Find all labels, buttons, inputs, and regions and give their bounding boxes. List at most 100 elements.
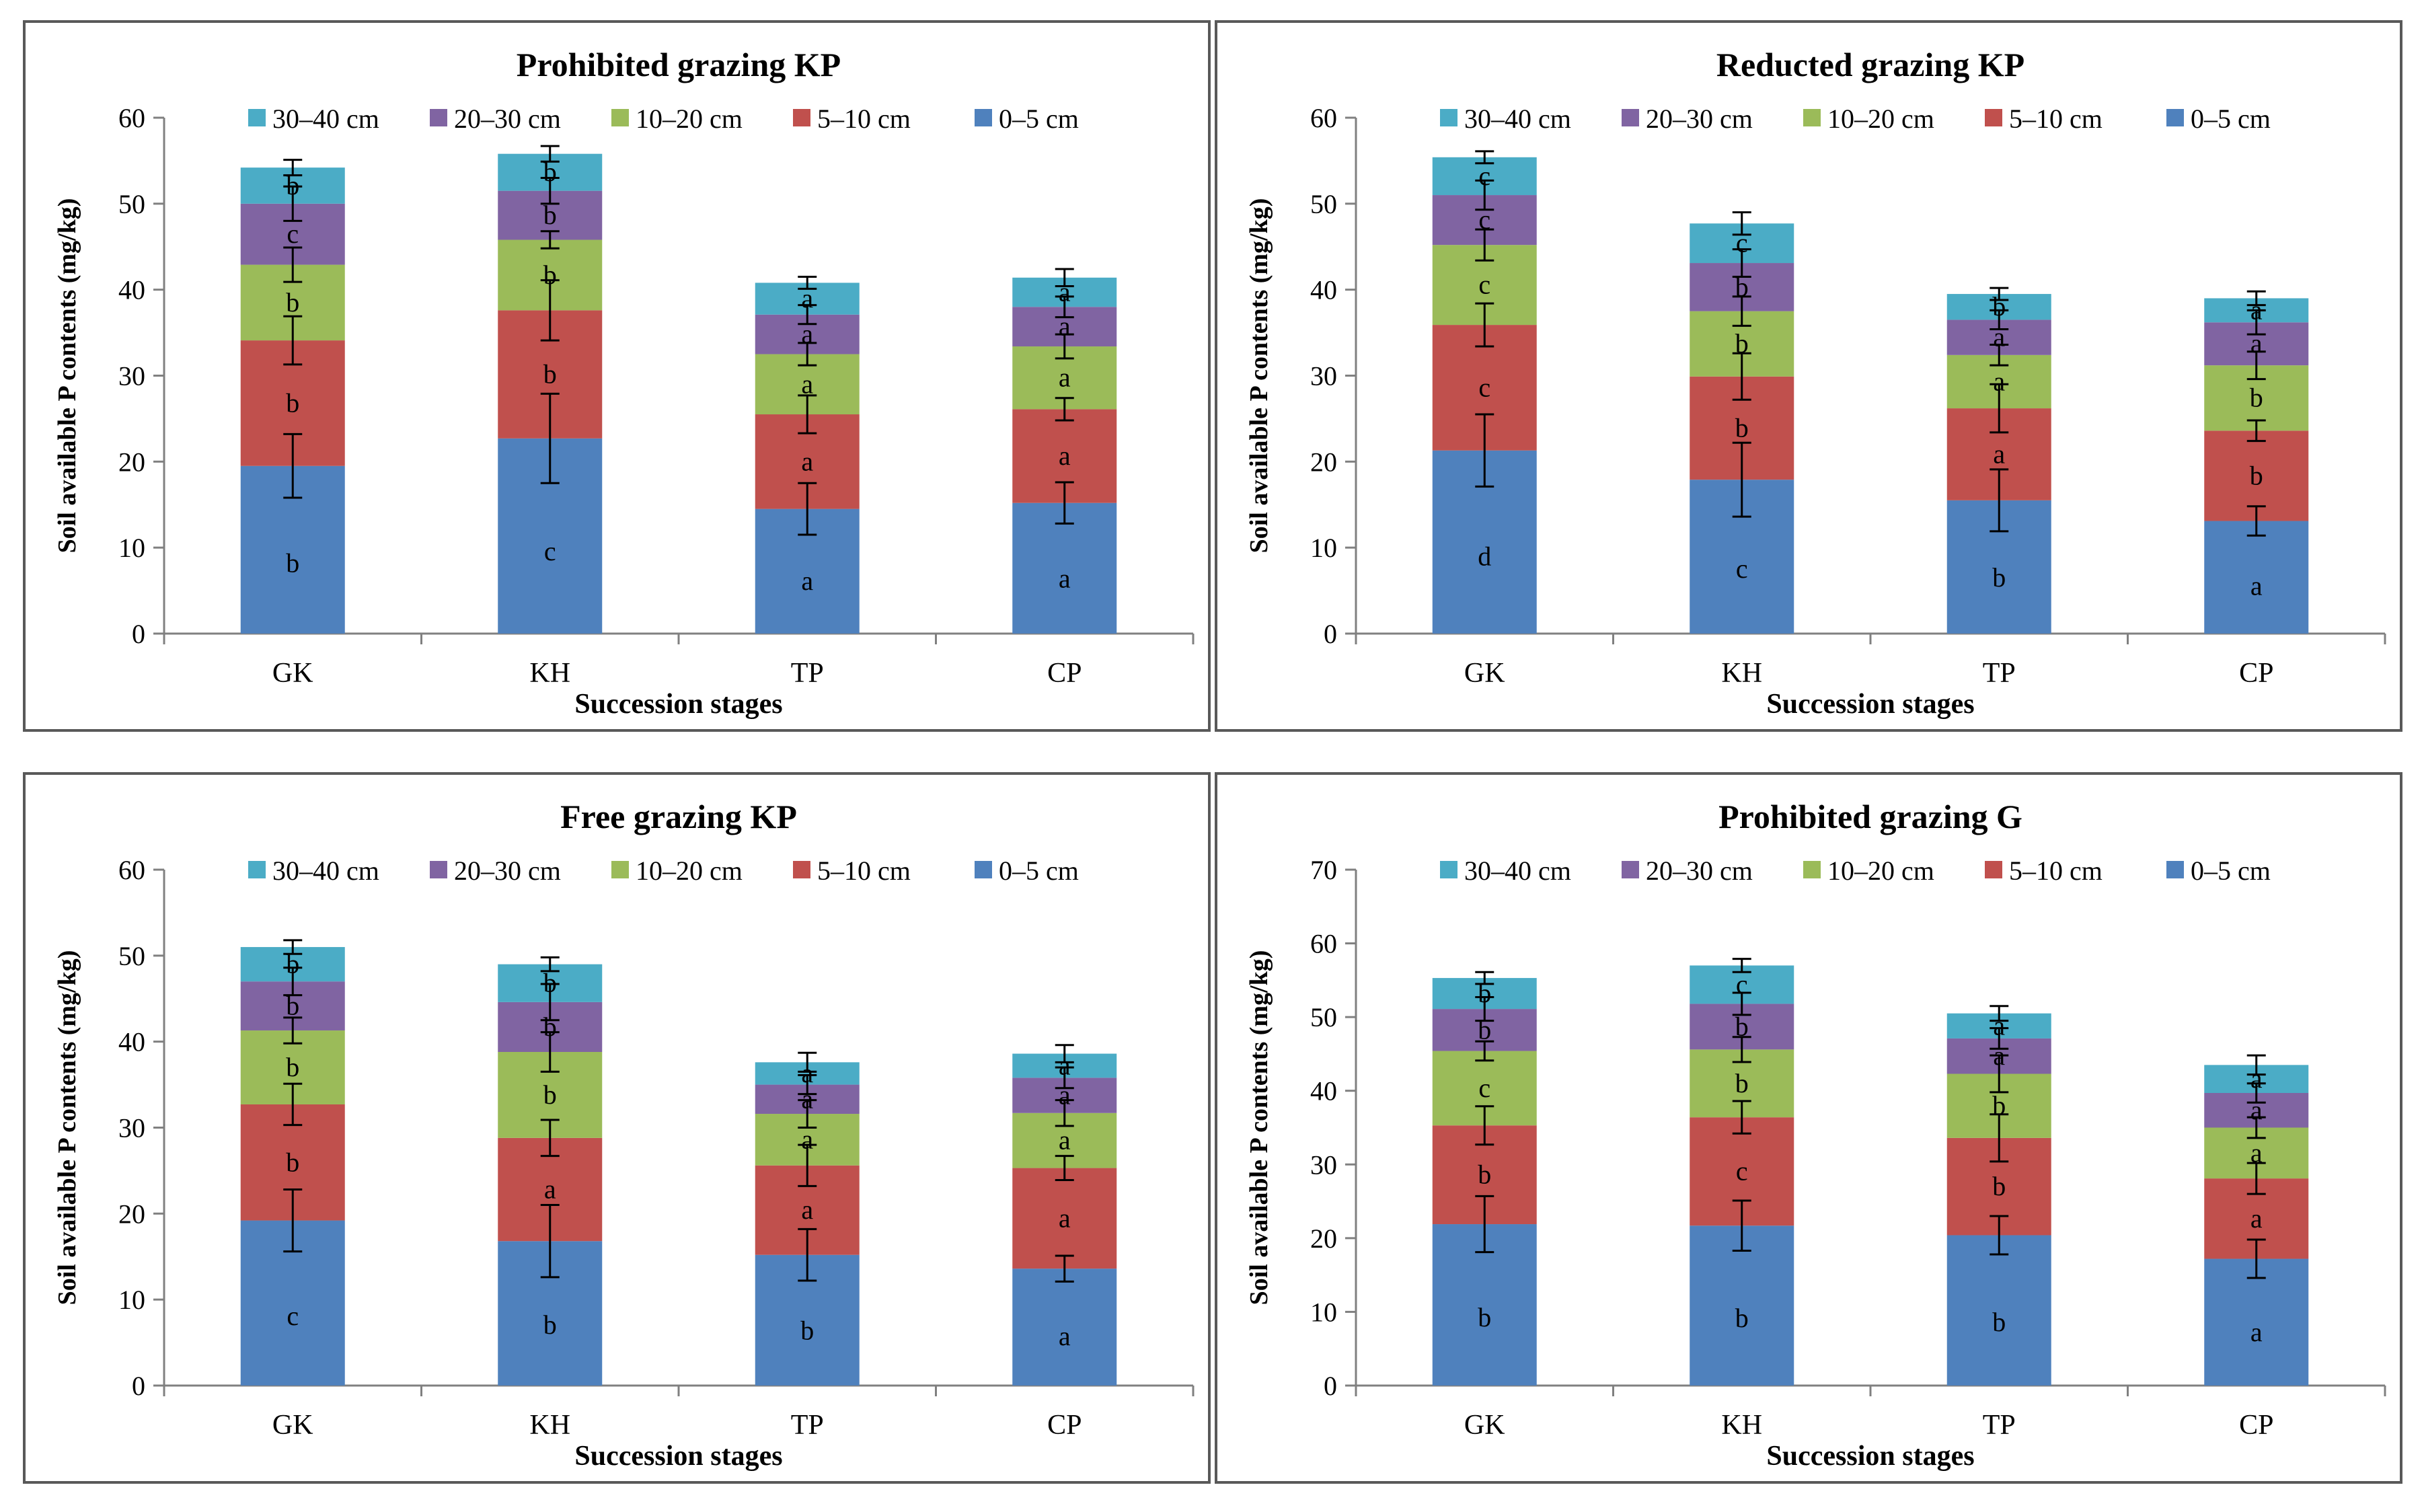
bar-letter: a xyxy=(801,319,813,349)
bar-letter: a xyxy=(1059,363,1071,393)
chart-title: Prohibited grazing G xyxy=(1718,798,2022,835)
x-axis-label: Succession stages xyxy=(1766,1441,1974,1472)
bar-letter: b xyxy=(1478,1160,1491,1190)
x-tick-label-tp: TP xyxy=(1983,1410,2016,1441)
y-tick-label: 50 xyxy=(118,941,145,971)
x-tick-label-gk: GK xyxy=(1464,658,1505,689)
bar-letter: a xyxy=(2250,1203,2263,1234)
panel-reducted-grazing-kp: Reducted grazing KP Soil available P cont… xyxy=(1215,20,2402,732)
chart-svg: Reducted grazing KP Soil available P cont… xyxy=(1245,46,2386,720)
x-tick-label-kh: KH xyxy=(1721,1410,1762,1441)
legend-label-0-5-cm: 0–5 cm xyxy=(999,856,1079,886)
legend-label-10-20-cm: 10–20 cm xyxy=(636,856,743,886)
legend-label-5-10-cm: 5–10 cm xyxy=(2009,856,2103,886)
bar-letter: a xyxy=(801,1058,813,1088)
bar-letter: b xyxy=(286,991,299,1021)
bar-letter: c xyxy=(287,219,299,249)
bar-letter: a xyxy=(2250,295,2263,325)
bar-letter: b xyxy=(1478,1302,1491,1332)
y-axis-label: Soil available P contents (mg/kg) xyxy=(1245,198,1273,554)
legend-swatch-20-30-cm xyxy=(430,109,447,126)
bar-letter: c xyxy=(1478,204,1490,235)
bar-letter: b xyxy=(543,1310,557,1340)
panel-free-grazing-kp: Free grazing KP Soil available P contents… xyxy=(23,772,1211,1484)
y-tick-label: 20 xyxy=(1310,447,1337,477)
bar-cp-5-10-cm xyxy=(1012,1168,1117,1269)
bar-letter: a xyxy=(1993,1041,2005,1071)
x-tick-label-gk: GK xyxy=(272,658,313,689)
x-tick-label-cp: CP xyxy=(2239,658,2273,689)
bar-letter: b xyxy=(543,1012,557,1042)
legend-swatch-0-5-cm xyxy=(975,861,992,878)
legend-swatch-5-10-cm xyxy=(793,861,810,878)
bar-letter: b xyxy=(286,1147,299,1177)
legend-swatch-20-30-cm xyxy=(430,861,447,878)
bar-letter: b xyxy=(286,287,299,317)
y-tick-label: 50 xyxy=(1310,1002,1337,1032)
bar-letter: a xyxy=(801,1195,813,1225)
bar-letter: a xyxy=(2250,328,2263,358)
bar-letter: b xyxy=(543,359,557,389)
bar-letter: b xyxy=(543,260,557,290)
y-tick-label: 10 xyxy=(118,533,145,563)
y-tick-label: 20 xyxy=(118,1199,145,1229)
y-tick-label: 40 xyxy=(118,275,145,305)
y-axis-label: Soil available P contents (mg/kg) xyxy=(53,198,81,554)
bar-letter: c xyxy=(1478,161,1490,191)
panel-prohibited-grazing-kp: Prohibited grazing KP Soil available P co… xyxy=(23,20,1211,732)
y-tick-label: 0 xyxy=(1324,619,1337,649)
bar-letter: a xyxy=(1993,366,2005,396)
bar-letter: b xyxy=(543,968,557,998)
legend-swatch-5-10-cm xyxy=(1985,861,2002,878)
bar-letter: a xyxy=(544,1174,556,1205)
chart-svg: Prohibited grazing KP Soil available P co… xyxy=(53,46,1195,720)
bar-letter: a xyxy=(1059,1321,1071,1351)
bar-letter: b xyxy=(286,949,299,979)
y-axis-label: Soil available P contents (mg/kg) xyxy=(1245,950,1273,1306)
legend-label-5-10-cm: 5–10 cm xyxy=(817,856,911,886)
bar-kh-0-5-cm xyxy=(1690,1225,1794,1386)
y-tick-label: 10 xyxy=(1310,1297,1337,1327)
legend-label-20-30-cm: 20–30 cm xyxy=(454,104,561,134)
bar-letter: a xyxy=(1059,563,1071,593)
legend-swatch-5-10-cm xyxy=(1985,109,2002,126)
bar-letter: b xyxy=(1992,1171,2006,1201)
bar-letter: b xyxy=(1992,562,2006,593)
bar-letter: b xyxy=(543,157,557,187)
bar-letter: a xyxy=(2250,571,2263,601)
y-tick-label: 40 xyxy=(1310,275,1337,305)
bar-letter: c xyxy=(1736,969,1748,999)
y-tick-label: 60 xyxy=(1310,103,1337,133)
y-tick-label: 30 xyxy=(118,1113,145,1143)
bar-cp-0-5-cm xyxy=(2204,1258,2309,1386)
legend-swatch-10-20-cm xyxy=(1803,109,1821,126)
bar-letter: a xyxy=(1059,1050,1071,1080)
bar-letter: b xyxy=(2250,383,2263,413)
legend-label-5-10-cm: 5–10 cm xyxy=(2009,104,2103,134)
bar-letter: b xyxy=(543,1080,557,1110)
legend-label-30-40-cm: 30–40 cm xyxy=(272,104,379,134)
bar-letter: c xyxy=(1478,270,1490,300)
y-tick-label: 40 xyxy=(118,1027,145,1057)
bar-letter: b xyxy=(1478,1014,1491,1045)
y-tick-label: 0 xyxy=(1324,1371,1337,1401)
bar-letter: a xyxy=(1059,1203,1071,1233)
legend-label-10-20-cm: 10–20 cm xyxy=(1827,104,1934,134)
y-tick-label: 20 xyxy=(1310,1223,1337,1254)
legend-swatch-0-5-cm xyxy=(975,109,992,126)
legend-swatch-30-40-cm xyxy=(248,109,266,126)
bar-letter: a xyxy=(1993,439,2005,469)
bar-letter: a xyxy=(1993,322,2005,352)
legend-label-10-20-cm: 10–20 cm xyxy=(1827,856,1934,886)
y-tick-label: 10 xyxy=(118,1285,145,1315)
bar-letter: b xyxy=(1735,1303,1749,1333)
legend-swatch-10-20-cm xyxy=(1803,861,1821,878)
y-tick-label: 60 xyxy=(118,855,145,885)
y-tick-label: 30 xyxy=(118,361,145,391)
bar-letter: c xyxy=(1478,372,1490,402)
bar-letter: a xyxy=(801,446,813,476)
x-tick-label-cp: CP xyxy=(1047,658,1082,689)
bar-letter: b xyxy=(1735,1011,1749,1041)
x-tick-label-kh: KH xyxy=(1721,658,1762,689)
